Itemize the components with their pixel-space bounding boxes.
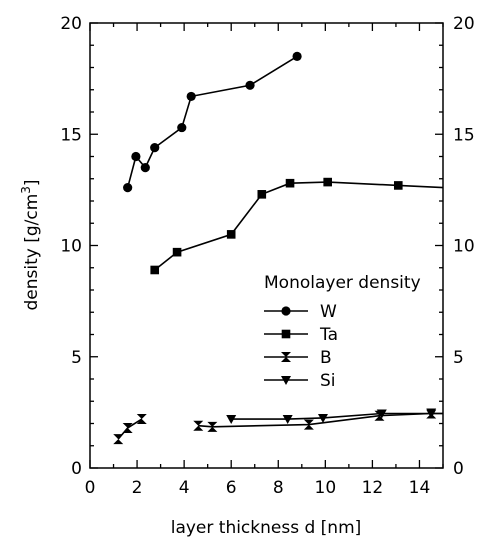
x-tick-label: 4	[179, 478, 190, 498]
plot-frame	[89, 22, 444, 469]
legend-label-ta: Ta	[319, 325, 338, 345]
y-tick-label-right: 5	[453, 348, 464, 368]
data-point-b	[193, 420, 204, 431]
data-point-ta	[323, 177, 332, 187]
series-line-ta	[154, 181, 444, 271]
data-point-w	[186, 91, 196, 102]
data-point-ta	[172, 247, 182, 257]
data-point-ta	[226, 230, 236, 239]
x-tick-label: 8	[273, 478, 284, 498]
x-tick-label: 2	[132, 478, 143, 498]
legend-marker-si	[281, 376, 291, 385]
x-tick-label: 0	[85, 478, 96, 498]
legend-label-si: Si	[320, 371, 336, 391]
legend: Monolayer density W Ta B Si	[264, 273, 421, 391]
legend-title: Monolayer density	[264, 273, 421, 293]
y-tick-label-left: 20	[60, 14, 82, 34]
series-lines	[117, 55, 444, 440]
legend-marker-b	[281, 352, 291, 362]
legend-marker-ta	[281, 329, 291, 339]
data-point-w	[245, 80, 255, 90]
legend-label-b: B	[320, 348, 332, 368]
data-point-si	[226, 415, 237, 425]
data-point-w	[177, 122, 187, 133]
y-tick-label-right: 15	[453, 125, 475, 145]
y-tick-label-left: 15	[60, 125, 82, 145]
data-point-si	[282, 415, 293, 425]
y-axis-label-main: density [g/cm	[22, 194, 42, 311]
data-point-ta	[285, 178, 295, 188]
y-tick-label-left: 0	[71, 459, 82, 479]
data-point-si	[426, 409, 437, 419]
data-point-w	[150, 143, 160, 153]
data-point-b	[113, 434, 124, 445]
data-point-ta	[150, 265, 160, 275]
data-point-ta	[257, 190, 267, 199]
series-line-w	[126, 55, 298, 188]
x-tick-label: 10	[315, 478, 337, 498]
x-axis-label: layer thickness d [nm]	[171, 518, 362, 538]
data-point-b	[136, 414, 147, 425]
x-tick-label: 6	[226, 478, 237, 498]
data-point-w	[140, 163, 150, 173]
data-point-ta	[393, 181, 403, 190]
y-tick-label-right: 0	[453, 459, 464, 479]
data-point-b	[122, 422, 133, 433]
legend-marker-w	[281, 306, 291, 316]
y-axis-label-close: ]	[22, 179, 42, 186]
y-axis-label: density [g/cm3]	[19, 179, 42, 310]
y-tick-label-left: 10	[60, 237, 82, 257]
legend-label-w: W	[320, 302, 337, 322]
data-point-b	[303, 419, 314, 430]
y-axis-label-superscript: 3	[19, 186, 33, 194]
x-tick-label: 12	[362, 478, 384, 498]
data-point-w	[292, 51, 302, 61]
data-point-w	[123, 183, 133, 193]
y-tick-label-right: 10	[453, 237, 475, 257]
series-line-b	[117, 418, 143, 440]
y-tick-label-left: 5	[71, 348, 82, 368]
data-point-si	[317, 413, 328, 423]
y-tick-label-right: 20	[453, 14, 475, 34]
series-markers	[113, 51, 437, 445]
data-point-b	[207, 421, 218, 432]
x-tick-label: 14	[409, 478, 431, 498]
data-point-si	[376, 409, 387, 419]
data-point-w	[131, 151, 141, 162]
